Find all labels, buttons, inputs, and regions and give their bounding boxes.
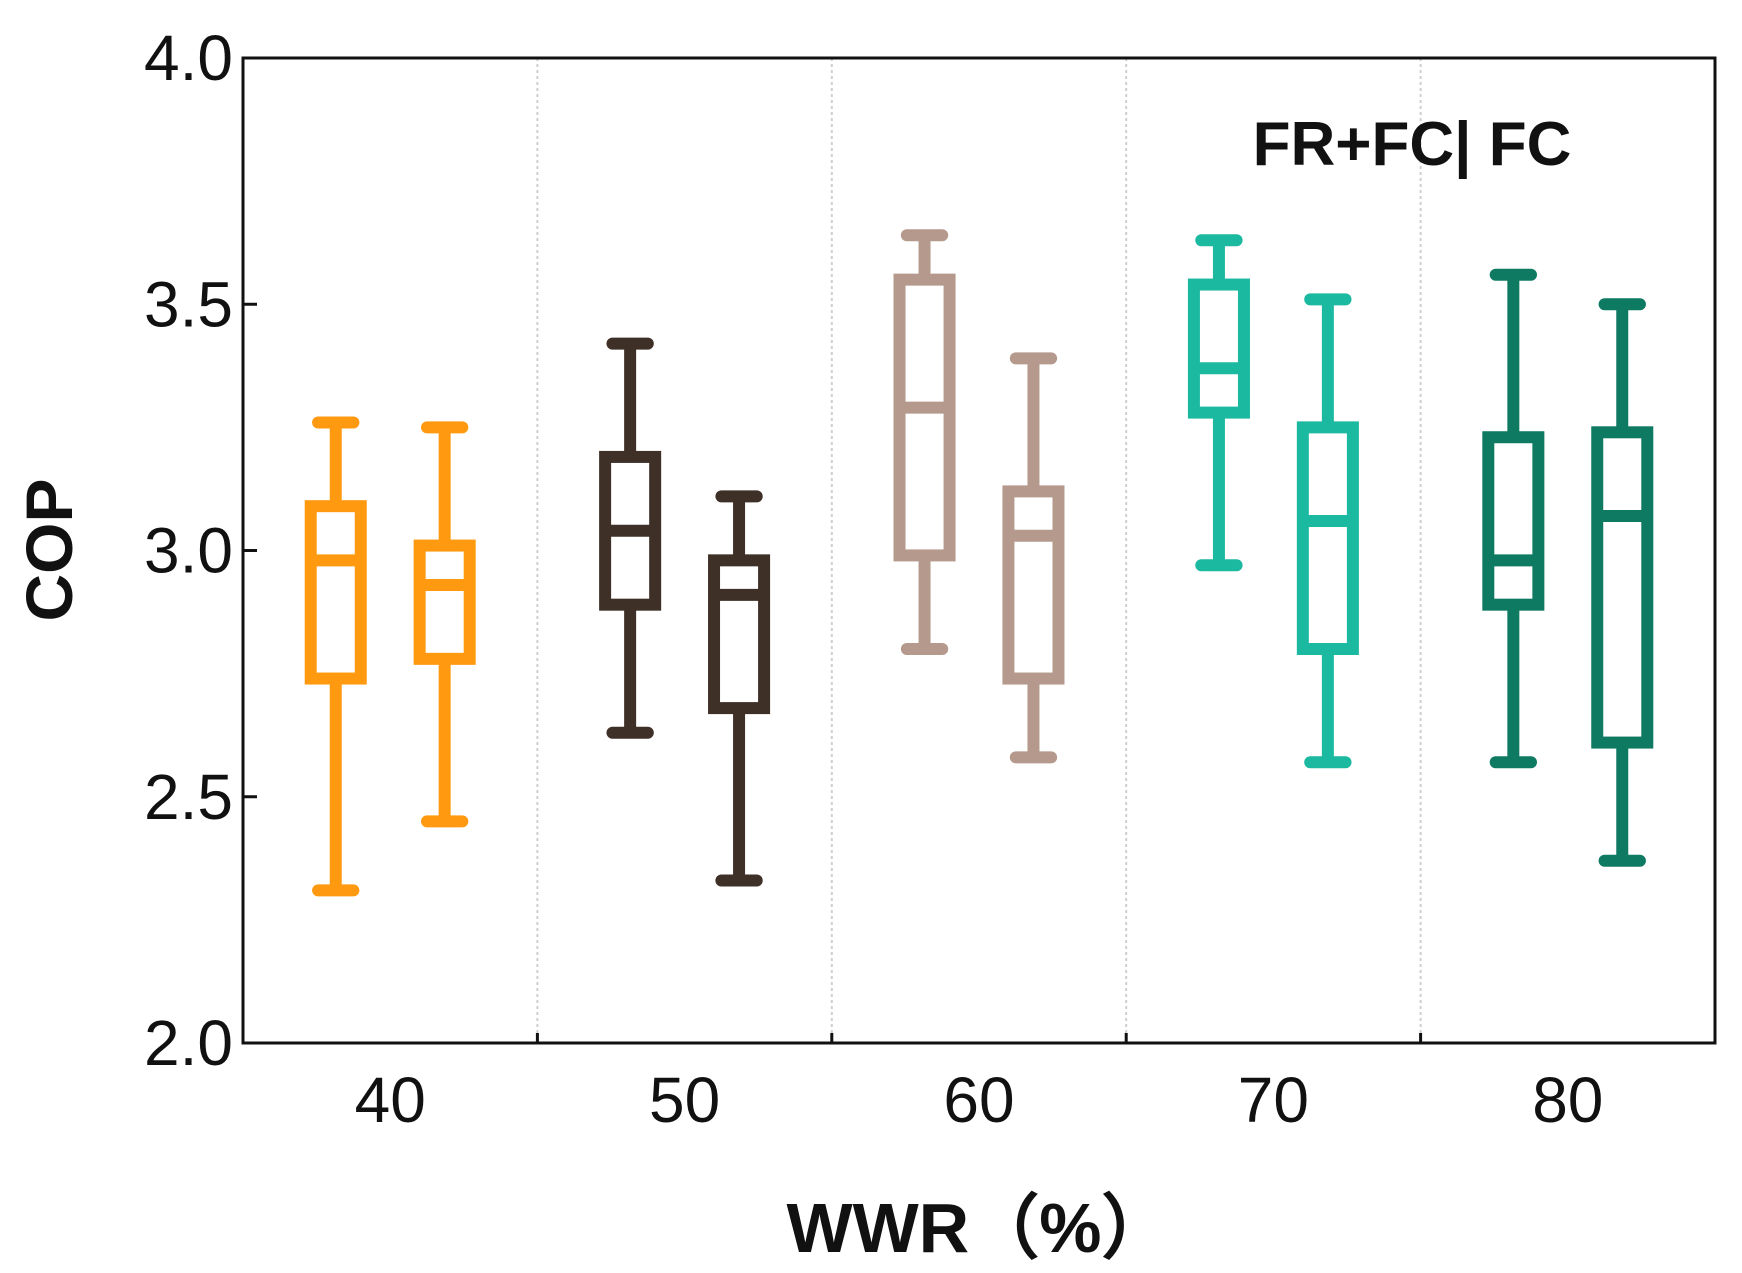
x-tick-label: 80 — [1532, 1064, 1603, 1136]
iqr-box — [708, 554, 771, 715]
iqr-box — [1591, 426, 1654, 749]
box-60-fc — [1002, 352, 1065, 764]
x-tick-label: 60 — [943, 1064, 1014, 1136]
box-50-fc — [708, 490, 771, 887]
x-axis: 40 50 60 70 80 — [355, 1064, 1604, 1136]
iqr-box — [1482, 431, 1545, 611]
box-60-fr-fc — [893, 229, 956, 655]
x-tick-label: 50 — [649, 1064, 720, 1136]
box-40-fr-fc — [304, 416, 367, 897]
box-70-fc — [1296, 293, 1359, 769]
box-70-fr-fc — [1187, 234, 1250, 572]
y-tick-label: 3.5 — [144, 268, 233, 340]
x-tick-label: 70 — [1238, 1064, 1309, 1136]
chart-annotation: FR+FC| FC — [1253, 110, 1572, 180]
box-80-fr-fc — [1482, 268, 1545, 769]
y-tick-label: 2.5 — [144, 761, 233, 833]
iqr-box — [413, 539, 476, 665]
category-separators — [535, 58, 1423, 1043]
y-tick-label: 3.0 — [144, 515, 233, 587]
x-axis-title: WWR（%） — [787, 1189, 1172, 1267]
boxes — [304, 229, 1654, 897]
y-tick-label: 2.0 — [144, 1007, 233, 1079]
iqr-box — [1002, 485, 1065, 685]
y-axis-title: COP — [12, 478, 86, 621]
y-axis: 2.0 2.5 3.0 3.5 4.0 — [144, 22, 257, 1079]
x-tick-label: 40 — [355, 1064, 426, 1136]
box-80-fc — [1591, 298, 1654, 867]
iqr-box — [1296, 421, 1359, 655]
box-50-fr-fc — [599, 337, 662, 739]
box-40-fc — [413, 421, 476, 828]
iqr-box — [304, 500, 367, 685]
iqr-box — [1187, 278, 1250, 419]
y-tick-label: 4.0 — [144, 22, 233, 94]
iqr-box — [893, 273, 956, 562]
